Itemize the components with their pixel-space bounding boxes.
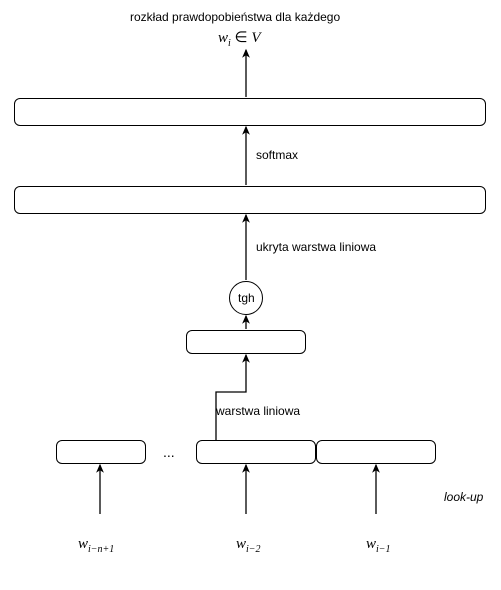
hidden-small-box [186,330,306,354]
softmax-label: softmax [256,148,298,162]
tgh-label: tgh [238,291,255,305]
input-w-i1: wi−1 [366,536,391,555]
embedding-box-2 [196,440,316,464]
output-layer-box [14,98,486,126]
title-label: rozkład prawdopobieństwa dla każdego [130,10,340,24]
linear-layer-label: warstwa liniowa [216,404,300,418]
hidden-layer-label: ukryta warstwa liniowa [256,240,376,254]
lookup-label: look-up [444,490,483,504]
ellipsis-label: ... [163,444,175,460]
embedding-box-1 [56,440,146,464]
input-w-inp1: wi−n+1 [78,536,114,555]
wi-in-v-label: wi ∈ V [218,28,261,49]
embedding-box-3 [316,440,436,464]
softmax-input-box [14,186,486,214]
input-w-i2: wi−2 [236,536,261,555]
